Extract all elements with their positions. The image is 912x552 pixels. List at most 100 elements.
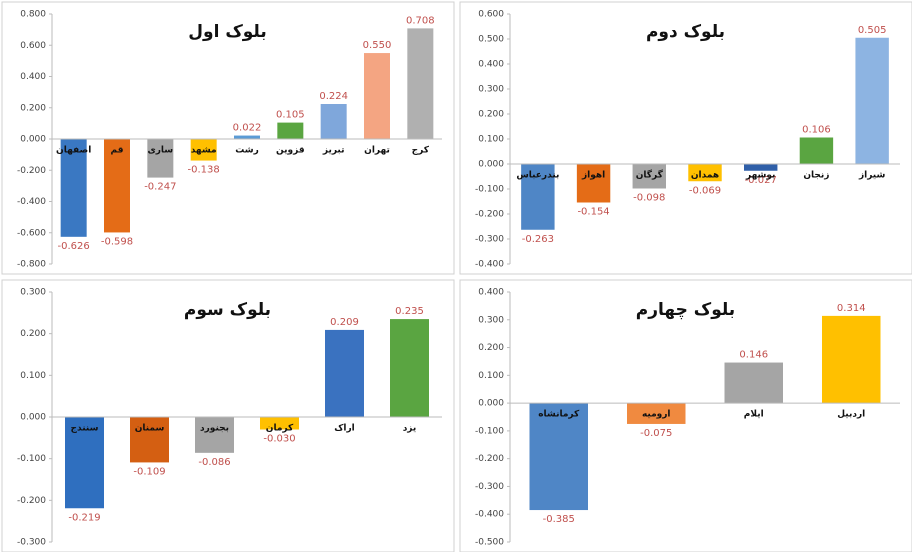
value-label: -0.069 xyxy=(689,185,721,196)
category-label: یزد xyxy=(403,424,417,434)
category-label: کرمانشاه xyxy=(538,410,580,420)
bar xyxy=(521,164,555,230)
value-label: 0.022 xyxy=(233,123,262,134)
value-label: 0.505 xyxy=(858,25,887,36)
category-label: قزوین xyxy=(276,146,305,156)
category-label: تبریز xyxy=(322,146,345,156)
value-label: -0.626 xyxy=(58,241,90,252)
value-label: -0.263 xyxy=(522,234,554,245)
chart-panel: -0.400 -0.300 -0.200 -0.100 0.000 0.100 0.200 0… xyxy=(459,1,912,275)
category-label: سنندج xyxy=(71,424,99,434)
y-tick-label: -0.200 xyxy=(475,454,504,464)
y-tick-label: -0.300 xyxy=(475,235,504,245)
category-label: قم xyxy=(111,146,124,156)
category-label: سمنان xyxy=(135,424,165,434)
bar xyxy=(260,417,299,430)
y-tick-label: 0.600 xyxy=(478,10,504,20)
y-tick-label: -0.200 xyxy=(17,166,46,176)
bar xyxy=(195,417,234,453)
y-tick-label: -0.300 xyxy=(17,538,46,548)
value-label: -0.027 xyxy=(745,175,777,186)
y-tick-label: 0.100 xyxy=(478,371,504,381)
y-tick-label: -0.100 xyxy=(475,426,504,436)
value-label: -0.086 xyxy=(198,457,230,468)
bar xyxy=(130,417,169,463)
category-label: گرگان xyxy=(636,169,664,181)
category-label: همدان xyxy=(691,171,719,181)
value-label: -0.098 xyxy=(633,193,665,204)
y-tick-label: 0.400 xyxy=(478,60,504,70)
y-tick-label: 0.000 xyxy=(20,413,46,423)
value-label: -0.385 xyxy=(543,514,575,525)
chart-panel: -0.300 -0.200 -0.100 0.000 0.100 0.200 0.300 -0… xyxy=(1,279,455,552)
value-label: 0.550 xyxy=(363,40,392,51)
y-tick-label: -0.800 xyxy=(17,260,46,270)
category-label: زنجان xyxy=(803,171,829,181)
category-label: ارومیه xyxy=(642,410,671,420)
y-tick-label: 0.600 xyxy=(20,41,46,51)
bar xyxy=(390,319,429,417)
y-tick-label: 0.000 xyxy=(20,135,46,145)
bar xyxy=(104,139,130,233)
y-tick-label: 0.100 xyxy=(20,371,46,381)
value-label: -0.154 xyxy=(577,207,609,218)
category-label: ساری xyxy=(147,146,173,156)
y-tick-label: 0.300 xyxy=(478,315,504,325)
y-tick-label: 0.200 xyxy=(478,110,504,120)
bar xyxy=(277,122,304,139)
category-label: تهران xyxy=(364,146,390,156)
y-tick-label: 0.300 xyxy=(20,288,46,298)
bar xyxy=(632,164,666,189)
value-label: -0.247 xyxy=(144,182,176,193)
bar xyxy=(576,164,611,203)
value-label: 0.708 xyxy=(406,15,435,26)
bar xyxy=(529,403,588,511)
chart-title: بلوک چهارم xyxy=(636,300,735,320)
y-tick-label: -0.200 xyxy=(475,210,504,220)
category-label: رشت xyxy=(235,146,259,156)
bar xyxy=(65,417,104,509)
panel-border xyxy=(1,279,455,552)
bar xyxy=(364,53,390,139)
category-label: اراک xyxy=(334,424,355,434)
y-tick-label: -0.600 xyxy=(17,228,46,238)
category-label: اصفهان xyxy=(56,146,91,156)
category-label: مشهد xyxy=(191,146,217,156)
value-label: -0.598 xyxy=(101,236,133,247)
value-label: -0.219 xyxy=(68,512,100,523)
y-tick-label: -0.200 xyxy=(17,496,46,506)
value-label: -0.138 xyxy=(188,165,220,176)
category-label: اردبیل xyxy=(837,410,865,420)
y-tick-label: -0.400 xyxy=(17,197,46,207)
bar xyxy=(147,139,174,178)
y-tick-label: -0.400 xyxy=(475,510,504,520)
y-tick-label: 0.100 xyxy=(478,135,504,145)
value-label: 0.105 xyxy=(276,110,305,121)
y-tick-label: 0.200 xyxy=(20,103,46,113)
bar xyxy=(855,37,889,164)
bar xyxy=(822,315,881,404)
category-label: اهواز xyxy=(581,171,605,181)
category-label: ایلام xyxy=(744,410,764,420)
value-label: 0.209 xyxy=(330,317,359,328)
y-tick-label: -0.300 xyxy=(475,482,504,492)
category-label: بجنورد xyxy=(200,424,229,434)
chart-title: بلوک اول xyxy=(188,22,266,42)
value-label: -0.075 xyxy=(640,428,672,439)
y-tick-label: -0.400 xyxy=(475,260,504,270)
category-label: بوشهر xyxy=(745,171,775,181)
y-tick-label: 0.400 xyxy=(478,288,504,298)
category-label: بندرعباس xyxy=(516,171,559,181)
bar xyxy=(234,135,260,139)
bar xyxy=(407,28,434,139)
bar xyxy=(688,164,722,182)
value-label: 0.314 xyxy=(837,303,866,314)
category-label: کرمان xyxy=(266,424,294,434)
y-tick-label: -0.100 xyxy=(17,454,46,464)
value-label: 0.235 xyxy=(395,306,424,317)
value-label: -0.030 xyxy=(263,434,295,445)
category-label: کرج xyxy=(412,146,430,156)
value-label: 0.224 xyxy=(319,91,348,102)
y-tick-label: 0.300 xyxy=(478,85,504,95)
chart-panel: -0.800 -0.600 -0.400 -0.200 0.000 0.200 0.400 0… xyxy=(1,1,455,275)
